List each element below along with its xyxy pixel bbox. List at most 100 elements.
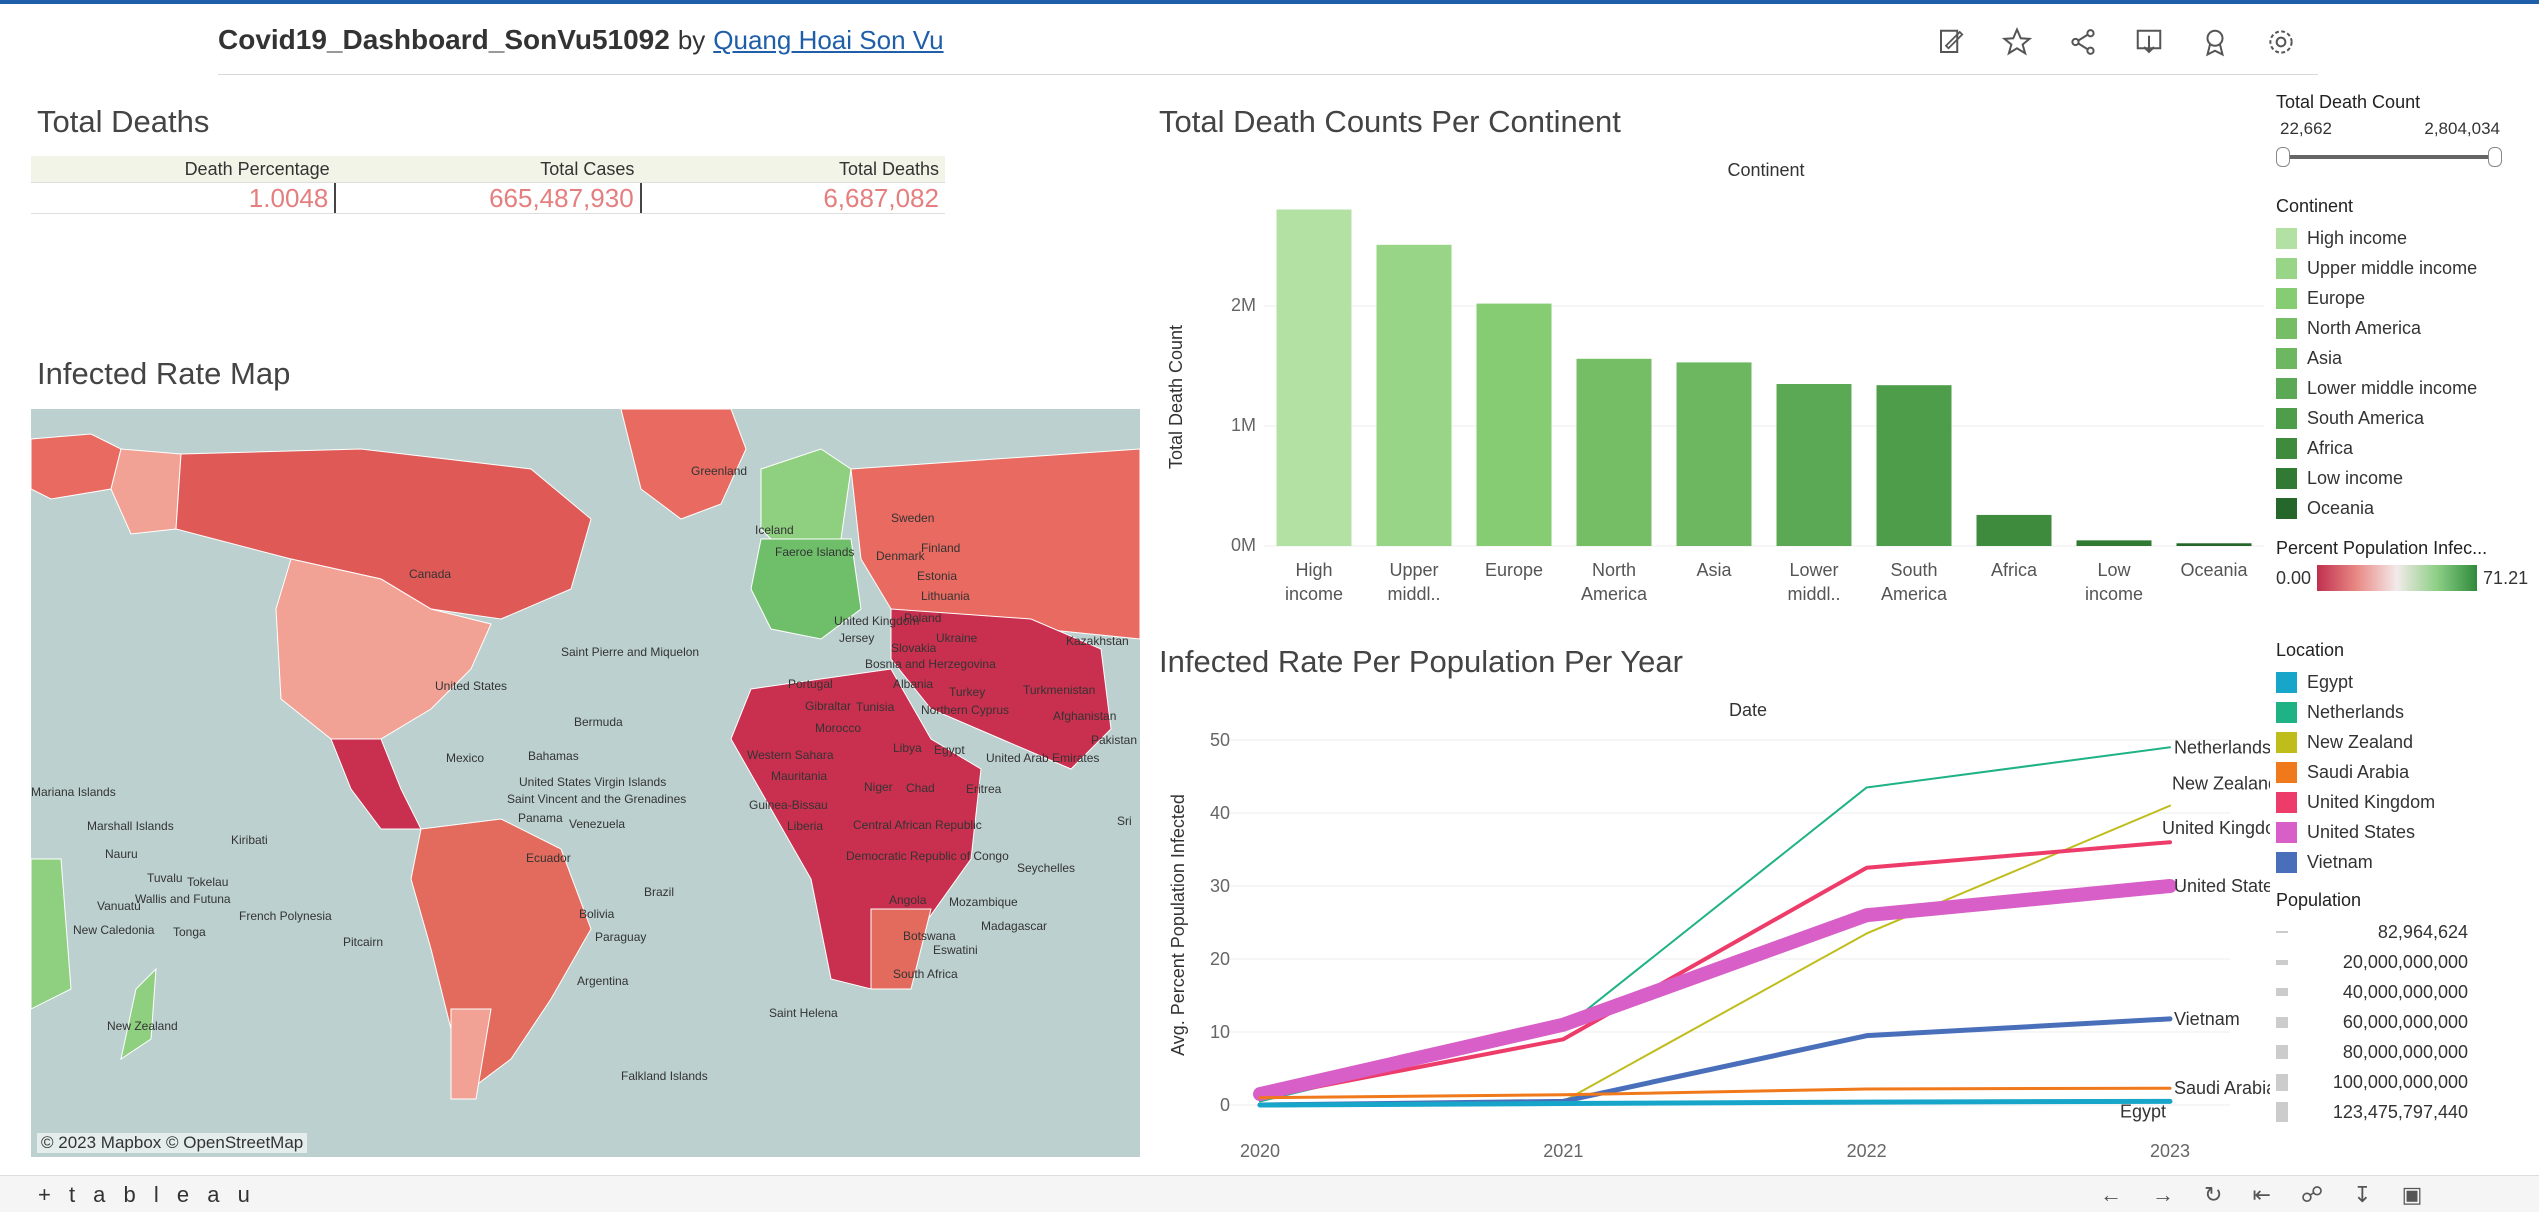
legend-swatch xyxy=(2276,821,2297,843)
percent-legend: Percent Population Infec... 0.00 71.21 xyxy=(2276,538,2528,591)
map-label: Falkland Islands xyxy=(621,1069,708,1083)
legend-swatch xyxy=(2276,407,2297,429)
map-label: Mariana Islands xyxy=(31,785,116,799)
bar[interactable] xyxy=(1476,303,1552,546)
legend-swatch xyxy=(2276,317,2297,339)
bar[interactable] xyxy=(1776,384,1852,546)
legend-item[interactable]: Africa xyxy=(2276,433,2477,463)
bar[interactable] xyxy=(2076,540,2152,546)
map-label: Western Sahara xyxy=(747,748,834,762)
first-page-icon[interactable]: ⇤ xyxy=(2252,1182,2271,1207)
bar[interactable] xyxy=(1576,358,1652,546)
value-death-percentage[interactable]: 1.0048 xyxy=(31,183,337,213)
y-tick-label: 40 xyxy=(1210,803,1230,823)
map-credit[interactable]: © 2023 Mapbox © OpenStreetMap xyxy=(37,1133,308,1153)
title-text: Covid19_Dashboard_SonVu51092 xyxy=(218,24,670,55)
legend-label: Low income xyxy=(2307,467,2404,488)
legend-item[interactable]: High income xyxy=(2276,223,2477,253)
series-line[interactable] xyxy=(1258,1086,2172,1100)
y-tick-1: 1M xyxy=(1231,415,1256,435)
legend-item[interactable]: Vietnam xyxy=(2276,847,2435,877)
map-label: Seychelles xyxy=(1017,861,1076,875)
legend-label: 123,475,797,440 xyxy=(2332,1101,2468,1122)
x-tick-label: 2023 xyxy=(2150,1141,2190,1161)
settings-gear-icon[interactable] xyxy=(2265,26,2297,58)
legend-item[interactable]: Oceania xyxy=(2276,493,2477,523)
legend-item[interactable]: South America xyxy=(2276,403,2477,433)
bar[interactable] xyxy=(1976,514,2052,546)
bar[interactable] xyxy=(1276,209,1352,546)
map-label: Marshall Islands xyxy=(87,819,174,833)
map-label: Madagascar xyxy=(981,919,1048,933)
legend-swatch xyxy=(2276,377,2297,399)
map-label: Bermuda xyxy=(574,715,623,729)
legend-label: New Zealand xyxy=(2307,731,2414,752)
map-label: Liberia xyxy=(787,819,824,833)
download-footer-icon[interactable]: ↧ xyxy=(2353,1182,2372,1207)
range-min: 22,662 xyxy=(2280,119,2332,138)
bar[interactable] xyxy=(1376,244,1452,547)
bar[interactable] xyxy=(1676,362,1752,546)
edit-icon[interactable] xyxy=(1935,26,1967,58)
share-footer-icon[interactable]: ☍ xyxy=(2300,1182,2324,1207)
population-legend: Population 82,964,624 20,000,000,000 40,00… xyxy=(2276,890,2468,1127)
continent-ylabel: Total Death Count xyxy=(1166,325,1186,469)
map-label: Central African Republic xyxy=(853,818,982,832)
legend-item[interactable]: New Zealand xyxy=(2276,727,2435,757)
legend-label: 80,000,000,000 xyxy=(2342,1041,2468,1062)
series-line[interactable] xyxy=(1259,746,2171,1103)
series-label: Vietnam xyxy=(2174,1009,2240,1029)
bar[interactable] xyxy=(2176,543,2252,546)
legend-label: Netherlands xyxy=(2307,701,2405,722)
map-label: Ecuador xyxy=(526,851,571,865)
map-label: Mauritania xyxy=(771,769,828,783)
redo-icon[interactable]: → xyxy=(2152,1182,2174,1207)
series-line[interactable] xyxy=(1258,840,2172,1100)
author-link[interactable]: Quang Hoai Son Vu xyxy=(713,25,944,55)
legend-item[interactable]: Europe xyxy=(2276,283,2477,313)
value-total-cases[interactable]: 665,487,930 xyxy=(336,183,642,213)
download-icon[interactable] xyxy=(2133,26,2165,58)
legend-swatch xyxy=(2276,671,2297,693)
range-slider[interactable] xyxy=(2276,145,2502,169)
legend-label: 20,000,000,000 xyxy=(2342,951,2468,972)
value-total-deaths[interactable]: 6,687,082 xyxy=(823,183,939,213)
x-tick-label: North America xyxy=(1581,560,1648,604)
bar[interactable] xyxy=(1876,385,1952,546)
dashboard-title: Covid19_Dashboard_SonVu51092 by Quang Hoai… xyxy=(218,24,944,56)
map-label: Eritrea xyxy=(966,782,1002,796)
revert-icon[interactable]: ↻ xyxy=(2204,1182,2223,1207)
legend-item[interactable]: Lower middle income xyxy=(2276,373,2477,403)
fullscreen-icon[interactable]: ▣ xyxy=(2401,1182,2423,1207)
tableau-logo[interactable]: + t a b l e a u xyxy=(38,1182,256,1207)
star-icon[interactable] xyxy=(2001,26,2033,58)
legend-label: United Kingdom xyxy=(2307,791,2436,812)
legend-item[interactable]: Saudi Arabia xyxy=(2276,757,2435,787)
badge-icon[interactable] xyxy=(2199,26,2231,58)
map-label: Turkmenistan xyxy=(1023,683,1096,697)
share-icon[interactable] xyxy=(2067,26,2099,58)
legend-item[interactable]: Asia xyxy=(2276,343,2477,373)
series-line[interactable] xyxy=(1257,1098,2173,1108)
series-line[interactable] xyxy=(1253,879,2177,1102)
map-label: Lithuania xyxy=(921,589,970,603)
map-label: Finland xyxy=(921,541,961,555)
series-label: Netherlands xyxy=(2174,737,2270,757)
map-label: Pakistan xyxy=(1091,733,1138,747)
legend-item[interactable]: United Kingdom xyxy=(2276,787,2435,817)
undo-icon[interactable]: ← xyxy=(2100,1182,2122,1207)
legend-item[interactable]: North America xyxy=(2276,313,2477,343)
infected-rate-map[interactable]: Greenland Iceland Sweden Finland Faeroe … xyxy=(31,409,1140,1157)
slider-handle-max[interactable] xyxy=(2488,147,2502,167)
slider-handle-min[interactable] xyxy=(2276,147,2290,167)
x-tick-label: Low income xyxy=(2085,560,2143,604)
total-deaths-title: Total Deaths xyxy=(37,104,210,139)
legend-item[interactable]: United States xyxy=(2276,817,2435,847)
map-label: Northern Cyprus xyxy=(921,703,1010,717)
location-legend: Location Egypt Netherlands New Zealand Saud… xyxy=(2276,640,2435,877)
footer-toolbar: ← → ↻ ⇤ ☍ ↧ ▣ xyxy=(2100,1182,2422,1208)
legend-item[interactable]: Egypt xyxy=(2276,667,2435,697)
legend-item[interactable]: Upper middle income xyxy=(2276,253,2477,283)
legend-item[interactable]: Netherlands xyxy=(2276,697,2435,727)
legend-item[interactable]: Low income xyxy=(2276,463,2477,493)
